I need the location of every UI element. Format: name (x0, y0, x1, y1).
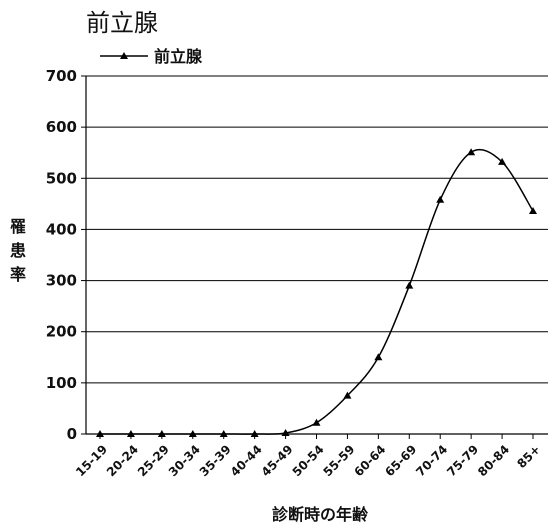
data-point-85+ (529, 207, 537, 215)
y-tick-label-200: 200 (46, 323, 77, 341)
chart-title: 前立腺 (86, 9, 158, 37)
x-tick-label-50-54: 50-54 (290, 442, 327, 479)
x-tick-label-85+: 85+ (514, 442, 543, 471)
x-tick-label-60-64: 60-64 (351, 442, 388, 479)
data-point-45-49 (281, 428, 290, 436)
legend-label: 前立腺 (154, 47, 203, 66)
x-tick-label-55-59: 55-59 (321, 442, 358, 479)
series-layer (96, 148, 537, 437)
x-tick-labels: 15-1920-2425-2930-3435-3940-4445-4950-54… (73, 442, 543, 479)
x-tick-label-70-74: 70-74 (413, 442, 450, 479)
data-point-65-69 (405, 281, 414, 289)
gridlines (86, 75, 548, 384)
x-tick-label-40-44: 40-44 (228, 442, 265, 479)
y-tick-label-500: 500 (46, 169, 77, 187)
x-tick-label-45-49: 45-49 (259, 442, 296, 479)
data-point-35-39 (219, 430, 228, 437)
data-point-20-24 (126, 430, 135, 437)
x-tick-label-15-19: 15-19 (73, 442, 110, 479)
legend: 前立腺 (100, 47, 203, 66)
x-tick-label-35-39: 35-39 (197, 442, 234, 479)
y-tick-label-100: 100 (46, 374, 77, 392)
data-point-70-74 (436, 195, 445, 203)
x-tick-label-30-34: 30-34 (166, 442, 203, 479)
x-tick-label-80-84: 80-84 (475, 442, 512, 479)
data-point-30-34 (188, 430, 197, 437)
y-tick-labels: 0 100 200 300 400 500 600 700 (46, 67, 77, 443)
data-point-75-79 (467, 148, 476, 156)
data-point-25-29 (157, 430, 166, 437)
y-axis-label-char: 罹 (10, 217, 26, 236)
data-point-15-19 (96, 430, 104, 437)
series-line-prostate (100, 148, 534, 435)
y-tick-label-700: 700 (46, 67, 77, 85)
data-point-50-54 (312, 418, 321, 426)
y-tick-label-300: 300 (46, 272, 77, 290)
y-tick-label-600: 600 (46, 118, 77, 136)
x-tick-label-65-69: 65-69 (382, 442, 419, 479)
axes (81, 75, 548, 439)
x-tick-label-75-79: 75-79 (444, 442, 481, 479)
data-point-40-44 (250, 430, 259, 437)
y-axis-label: 罹患率 (10, 217, 26, 284)
data-point-55-59 (343, 391, 352, 399)
data-point-80-84 (498, 157, 507, 165)
y-tick-label-400: 400 (46, 220, 77, 238)
y-axis-label-char: 率 (10, 265, 26, 284)
y-axis-label-char: 患 (10, 241, 26, 260)
x-tick-label-20-24: 20-24 (104, 442, 141, 479)
x-axis-label: 診断時の年齢 (272, 505, 369, 524)
y-tick-label-0: 0 (67, 425, 77, 443)
data-point-60-64 (374, 353, 383, 361)
legend-triangle-marker (120, 52, 128, 59)
x-tick-label-25-29: 25-29 (135, 442, 172, 479)
